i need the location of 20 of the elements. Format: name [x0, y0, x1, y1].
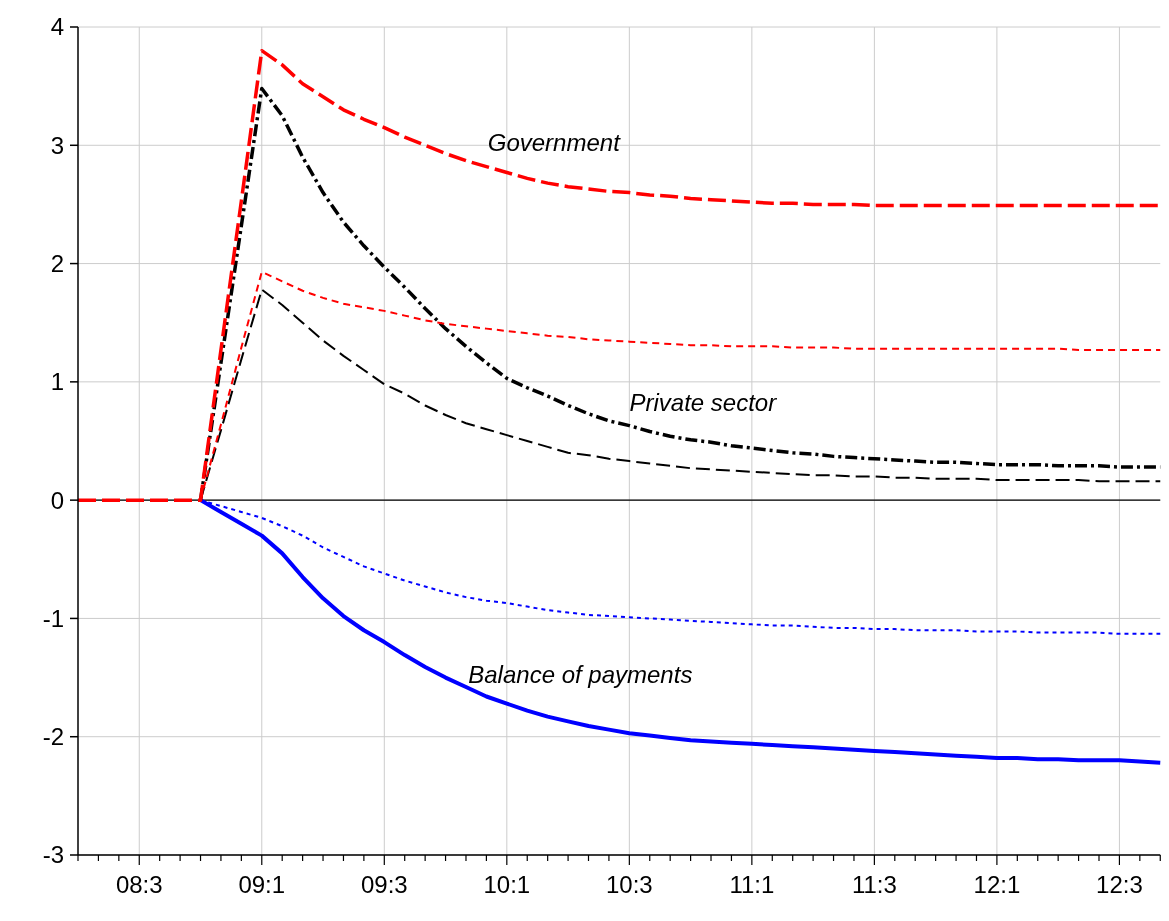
y-tick-label: 1: [50, 368, 64, 396]
x-tick-label: 12:1: [973, 871, 1021, 898]
x-tick-label: 12:3: [1096, 871, 1143, 898]
y-tick-label: 3: [50, 131, 64, 159]
annotation: Balance of payments: [468, 661, 693, 689]
y-tick-label: 0: [50, 486, 64, 514]
x-tick-label: 10:3: [605, 871, 653, 898]
x-tick-label: 10:1: [483, 871, 531, 898]
y-tick-label: -3: [42, 841, 64, 869]
x-tick-label: 09:1: [238, 871, 286, 898]
annotation: Government: [487, 129, 622, 157]
x-tick-label: 08:3: [115, 871, 163, 898]
x-tick-label: 09:3: [360, 871, 408, 898]
y-tick-label: 4: [50, 13, 64, 41]
x-tick-label: 11:1: [729, 871, 775, 898]
y-tick-label: 2: [50, 249, 64, 277]
annotation: Private sector: [629, 389, 778, 417]
y-tick-label: -2: [42, 723, 64, 751]
y-tick-label: -1: [42, 604, 64, 632]
x-tick-label: 11:3: [851, 871, 897, 898]
